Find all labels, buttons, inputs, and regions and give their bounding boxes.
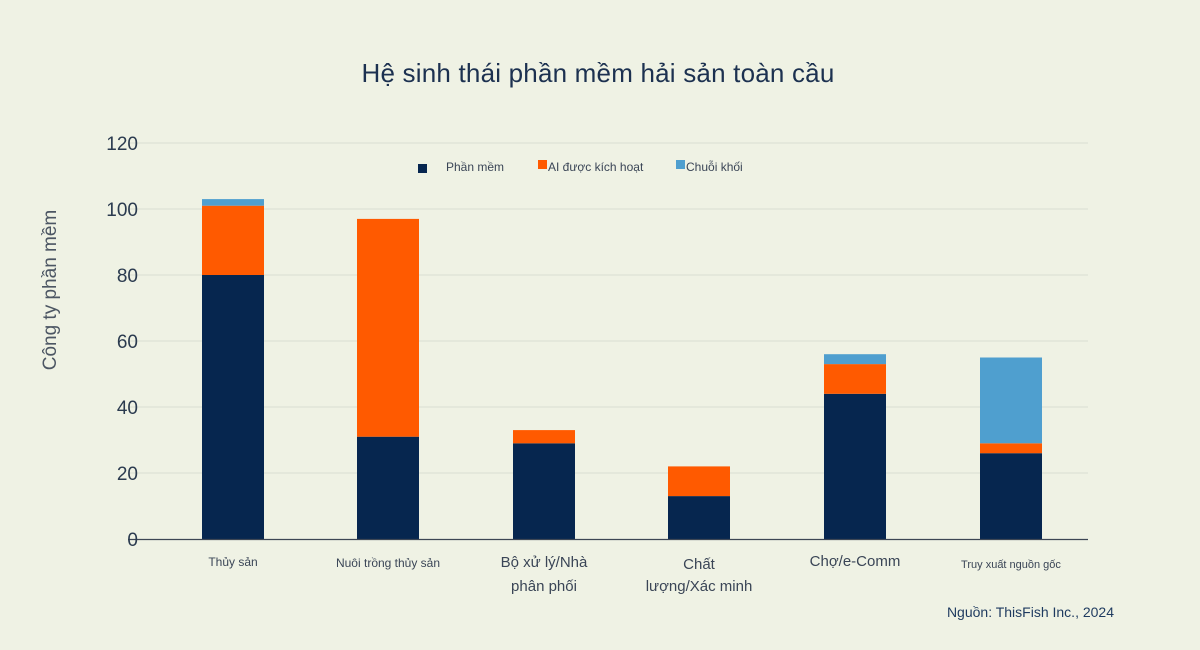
x-category-label: Truy xuất nguồn gốc	[961, 559, 1061, 571]
source-note: Nguồn: ThisFish Inc., 2024	[946, 604, 1114, 620]
legend-label: AI được kích hoạt	[548, 160, 644, 174]
bar-segment	[824, 393, 886, 539]
legend-swatch	[676, 160, 685, 169]
bar-segment	[357, 436, 419, 539]
bar-segment	[513, 430, 575, 444]
bar-segment	[202, 199, 264, 206]
chart-title: Hệ sinh thái phần mềm hải sản toàn cầu	[361, 58, 835, 88]
y-axis-ticks: 0 20 40 60 80 100 120	[106, 134, 138, 551]
bar-segment	[980, 453, 1042, 539]
bar-segment	[202, 275, 264, 539]
x-category-label: Thủy sản	[208, 555, 257, 569]
bar-segment	[980, 443, 1042, 454]
legend-swatch	[538, 160, 547, 169]
x-category-label: Chất	[683, 556, 716, 573]
bar-segment	[824, 354, 886, 365]
y-tick-label: 80	[117, 266, 138, 287]
y-tick-label: 20	[117, 464, 138, 485]
y-tick-label: 100	[106, 200, 138, 221]
x-category-label: lượng/Xác minh	[646, 578, 753, 595]
bar-segment	[357, 218, 419, 437]
bar-segment	[824, 364, 886, 394]
bars	[202, 199, 1042, 539]
bar-segment	[202, 205, 264, 275]
gridlines	[128, 142, 1088, 474]
y-tick-label: 0	[127, 530, 138, 551]
bar-segment	[513, 443, 575, 539]
bar-segment	[668, 466, 730, 497]
y-tick-label: 60	[117, 332, 138, 353]
bar-segment	[980, 357, 1042, 444]
bar-segment	[668, 496, 730, 539]
x-axis-categories: Thủy sản Nuôi trồng thủy sản Bộ xử lý/Nhà p…	[208, 553, 1061, 595]
y-tick-label: 120	[106, 134, 138, 155]
legend-swatch	[418, 164, 427, 173]
legend-label: Phần mềm	[446, 160, 504, 174]
legend-label: Chuỗi khối	[686, 159, 743, 174]
x-category-label: Bộ xử lý/Nhà	[501, 554, 588, 571]
x-category-label: phân phối	[511, 578, 577, 595]
y-tick-label: 40	[117, 398, 138, 419]
x-category-label: Chợ/e-Comm	[810, 553, 901, 570]
x-category-label: Nuôi trồng thủy sản	[336, 556, 440, 570]
legend: Phần mềm AI được kích hoạt Chuỗi khối	[418, 159, 743, 174]
